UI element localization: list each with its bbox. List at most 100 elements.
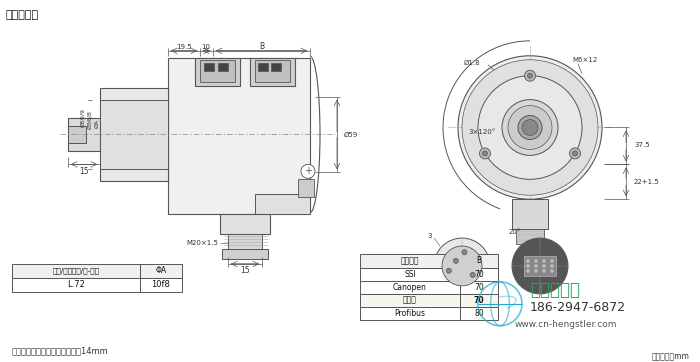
Text: Profibus: Profibus <box>395 309 426 318</box>
Text: 80: 80 <box>474 309 484 318</box>
Text: 西安德伍拓: 西安德伍拓 <box>530 281 580 299</box>
Circle shape <box>550 260 554 262</box>
Circle shape <box>458 56 602 199</box>
Bar <box>168 58 310 214</box>
Text: SSI: SSI <box>404 270 416 279</box>
Bar <box>512 199 548 229</box>
Text: 70: 70 <box>474 283 484 292</box>
Text: ØA: ØA <box>94 119 99 128</box>
Circle shape <box>482 151 487 156</box>
Bar <box>218 63 228 71</box>
Bar <box>140 278 182 292</box>
Bar <box>204 63 214 71</box>
Text: 模拟量: 模拟量 <box>403 296 417 305</box>
Circle shape <box>478 76 582 179</box>
Circle shape <box>518 115 542 139</box>
Bar <box>12 264 140 278</box>
Circle shape <box>502 100 558 155</box>
Circle shape <box>447 268 452 273</box>
Text: 10: 10 <box>202 44 211 50</box>
Bar <box>460 307 498 320</box>
Circle shape <box>480 148 491 159</box>
Text: +: + <box>304 166 312 176</box>
Bar <box>200 60 235 82</box>
Circle shape <box>434 238 490 294</box>
Circle shape <box>522 119 538 135</box>
Text: 3: 3 <box>428 233 433 239</box>
Text: Canopen: Canopen <box>393 283 427 292</box>
Text: 70: 70 <box>474 270 484 279</box>
Circle shape <box>528 73 533 78</box>
Bar <box>255 60 290 82</box>
Text: 19.5: 19.5 <box>176 44 192 50</box>
Circle shape <box>524 70 536 81</box>
Text: 连接：径向: 连接：径向 <box>5 10 38 20</box>
Bar <box>100 88 168 181</box>
Circle shape <box>526 269 529 273</box>
Circle shape <box>535 265 538 268</box>
Circle shape <box>542 260 545 262</box>
Text: 22+1.5: 22+1.5 <box>634 179 659 185</box>
Text: 15: 15 <box>240 266 250 275</box>
Bar <box>524 256 556 276</box>
Bar <box>460 268 498 281</box>
Bar <box>140 264 182 278</box>
Text: 电气接口: 电气接口 <box>400 256 419 265</box>
Text: B: B <box>477 256 482 265</box>
Text: 3×120°: 3×120° <box>468 130 496 135</box>
Circle shape <box>535 269 538 273</box>
Bar <box>258 63 268 71</box>
Circle shape <box>550 265 554 268</box>
Circle shape <box>573 151 577 156</box>
Circle shape <box>462 250 467 255</box>
Text: 推荐的电缆密封管的螺纹长度：14mm: 推荐的电缆密封管的螺纹长度：14mm <box>12 346 109 355</box>
Circle shape <box>526 265 529 268</box>
Circle shape <box>508 106 552 150</box>
Text: Ø59: Ø59 <box>344 131 358 138</box>
Bar <box>360 294 460 307</box>
Text: Ø36/8: Ø36/8 <box>88 110 92 129</box>
Bar <box>220 214 270 234</box>
Bar <box>250 58 295 86</box>
Text: www.cn-hengstler.com: www.cn-hengstler.com <box>515 320 617 329</box>
Text: 10f8: 10f8 <box>152 281 170 289</box>
Bar <box>195 58 240 86</box>
Circle shape <box>512 238 568 294</box>
Text: B: B <box>260 42 265 51</box>
Text: 单位尺寸：mm: 单位尺寸：mm <box>652 352 690 361</box>
Bar <box>460 254 498 268</box>
Text: 70: 70 <box>474 296 484 305</box>
Bar <box>68 126 86 143</box>
Bar <box>460 294 498 307</box>
Circle shape <box>570 148 580 159</box>
Circle shape <box>454 258 458 263</box>
Circle shape <box>462 60 598 195</box>
Bar <box>222 249 268 259</box>
Circle shape <box>442 246 482 286</box>
Text: 37.5: 37.5 <box>634 142 650 148</box>
Bar <box>360 268 460 281</box>
Text: ΦA: ΦA <box>155 266 167 275</box>
Bar <box>360 307 460 320</box>
Bar <box>255 194 310 214</box>
Bar <box>516 229 544 244</box>
Text: 安装/防护等级/轴-代码: 安装/防护等级/轴-代码 <box>52 268 99 274</box>
Circle shape <box>301 164 315 178</box>
Text: Ø59/9: Ø59/9 <box>80 108 85 127</box>
Text: 186-2947-6872: 186-2947-6872 <box>530 301 626 314</box>
Text: L.72: L.72 <box>67 281 85 289</box>
Bar <box>100 100 168 169</box>
Bar <box>68 118 100 151</box>
Bar <box>298 179 314 197</box>
Text: M6×12: M6×12 <box>572 57 597 63</box>
Text: Ø1.8: Ø1.8 <box>463 60 480 66</box>
Circle shape <box>542 265 545 268</box>
Circle shape <box>535 260 538 262</box>
Bar <box>228 234 262 249</box>
Text: 15: 15 <box>79 167 89 176</box>
Bar <box>360 254 460 268</box>
Text: M20×1.5: M20×1.5 <box>186 240 218 246</box>
Bar <box>460 281 498 294</box>
Circle shape <box>470 273 475 277</box>
Bar <box>271 63 281 71</box>
